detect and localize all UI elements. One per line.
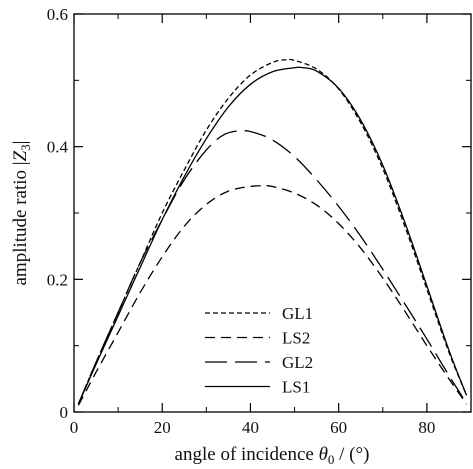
y-axis-label-prefix: amplitude ratio | bbox=[10, 161, 31, 285]
series-group bbox=[77, 58, 468, 406]
y-axis-label: amplitude ratio |Z3| bbox=[10, 141, 33, 286]
series-line-gl2 bbox=[77, 130, 468, 405]
plot-frame bbox=[73, 13, 472, 413]
y-axis-label-suffix: | bbox=[10, 141, 31, 145]
x-tick-label: 40 bbox=[242, 418, 259, 437]
y-tick-label: 0.4 bbox=[47, 138, 69, 157]
legend: GL1 LS2 GL2 LS1 bbox=[205, 304, 313, 397]
x-tick-label: 20 bbox=[154, 418, 171, 437]
y-axis-label-symbol: Z bbox=[10, 150, 31, 161]
y-tick-label: 0.2 bbox=[47, 270, 68, 289]
x-tick-label: 0 bbox=[70, 418, 79, 437]
x-tick-label: 80 bbox=[418, 418, 435, 437]
x-axis-label-prefix: angle of incidence bbox=[175, 444, 319, 465]
x-axis-label-symbol: θ bbox=[319, 444, 328, 465]
y-tick-label: 0 bbox=[60, 403, 69, 422]
axis-tick-labels: 0 20 40 60 80 0 0.2 0.4 0.6 bbox=[47, 5, 436, 437]
x-tick-label: 60 bbox=[330, 418, 347, 437]
legend-label-gl2: GL2 bbox=[282, 353, 313, 372]
y-tick-label: 0.6 bbox=[47, 5, 68, 24]
x-axis-label: angle of incidence θ0 / (°) bbox=[175, 444, 370, 467]
legend-label-ls1: LS1 bbox=[282, 378, 310, 397]
x-axis-label-suffix: / (°) bbox=[334, 444, 369, 465]
series-line-ls1 bbox=[77, 66, 468, 405]
legend-label-ls2: LS2 bbox=[282, 329, 310, 348]
y-axis-label-subscript: 3 bbox=[18, 144, 33, 151]
series-line-ls2 bbox=[77, 185, 468, 406]
axis-ticks bbox=[73, 13, 471, 413]
x-axis-label-subscript: 0 bbox=[328, 452, 335, 467]
legend-label-gl1: GL1 bbox=[282, 304, 313, 323]
